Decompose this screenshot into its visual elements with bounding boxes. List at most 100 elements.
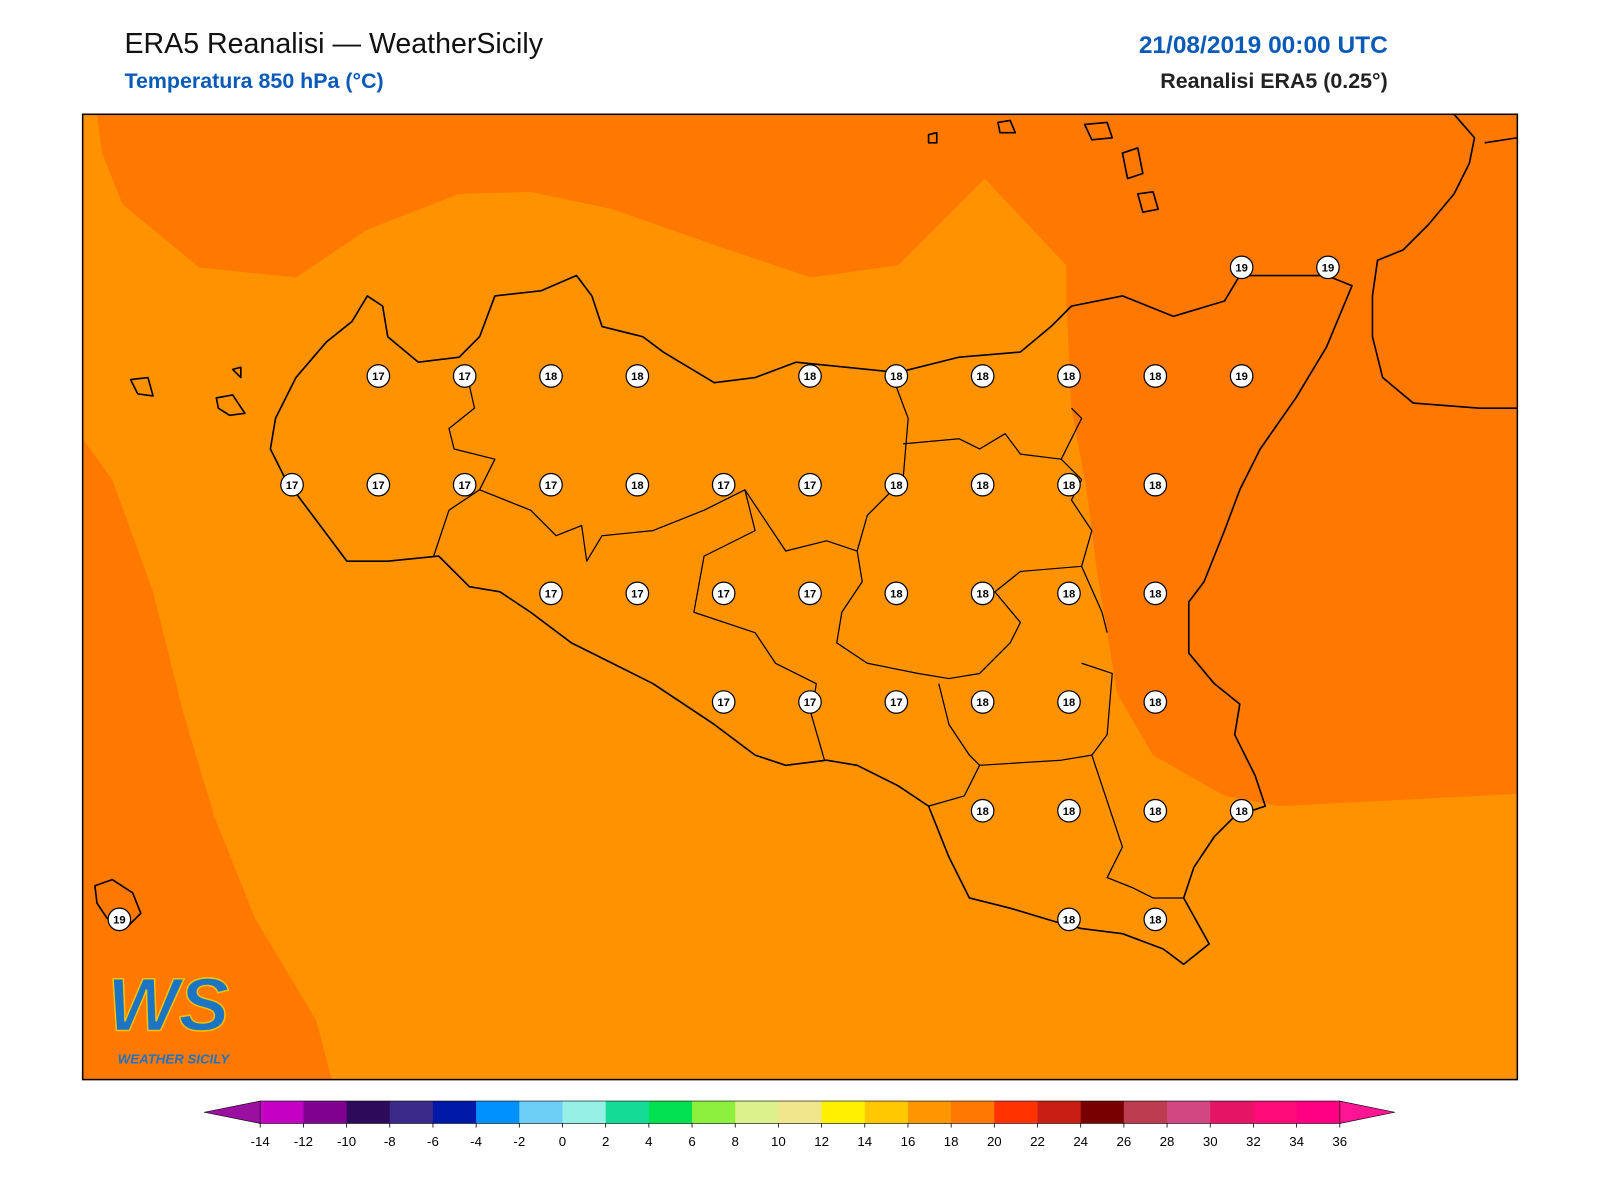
station-value: 17 bbox=[717, 480, 729, 492]
station-marker bbox=[1143, 690, 1168, 714]
field-dark bbox=[82, 438, 332, 1080]
datetime: 21/08/2019 00:00 UTC bbox=[1139, 32, 1388, 59]
station-marker bbox=[366, 472, 391, 497]
station-marker bbox=[970, 472, 995, 497]
colorbar-segment bbox=[907, 1101, 952, 1124]
station-value: 18 bbox=[1149, 480, 1161, 492]
colorbar: -14 -12 -10 -8 -6 -4 -2 0 2 4 6 8 10 12 14 16 18 20 22 24 26… bbox=[204, 1100, 1395, 1149]
colorbar-segment bbox=[864, 1101, 909, 1124]
colorbar-tick-label: 0 bbox=[559, 1134, 566, 1149]
station-marker bbox=[970, 798, 995, 823]
station-value: 18 bbox=[1063, 480, 1075, 492]
station-value: 17 bbox=[804, 697, 816, 709]
station-value: 19 bbox=[113, 914, 125, 926]
station-marker bbox=[1143, 581, 1168, 606]
station-value: 19 bbox=[1322, 262, 1334, 274]
colorbar-tick-label: 22 bbox=[1030, 1134, 1045, 1149]
station-value: 17 bbox=[717, 697, 729, 709]
station-marker bbox=[1143, 907, 1168, 932]
colorbar-segment bbox=[994, 1101, 1038, 1124]
station-marker bbox=[970, 581, 995, 606]
colorbar-segment bbox=[1210, 1101, 1254, 1124]
station-value: 18 bbox=[976, 806, 988, 818]
station-value: 18 bbox=[890, 371, 902, 383]
station-value: 18 bbox=[976, 371, 988, 383]
colorbar-tick-label: 30 bbox=[1203, 1134, 1218, 1149]
station-value: 18 bbox=[1149, 914, 1161, 926]
station-marker bbox=[798, 472, 822, 497]
pantelleria bbox=[94, 878, 142, 928]
colorbar-segment bbox=[476, 1101, 520, 1124]
station-marker bbox=[711, 581, 736, 606]
station-value: 18 bbox=[890, 588, 902, 600]
colorbar-segment bbox=[1123, 1101, 1168, 1124]
colorbar-tick-label: 6 bbox=[688, 1134, 695, 1149]
station-marker bbox=[798, 581, 822, 606]
colorbar-tick-label: 28 bbox=[1160, 1134, 1175, 1149]
station-value: 17 bbox=[372, 371, 384, 383]
colorbar-segment bbox=[1080, 1101, 1125, 1124]
colorbar-segment bbox=[951, 1101, 995, 1124]
map: 19 19 17 17 18 18 18 18 18 18 18 19 17 17 17 17 18 17 17 18… bbox=[81, 113, 1519, 1081]
colorbar-over bbox=[1339, 1100, 1395, 1124]
station-marker bbox=[1057, 690, 1081, 714]
station-marker bbox=[539, 472, 563, 497]
colorbar-segment bbox=[735, 1101, 779, 1124]
colorbar-tick-label: 34 bbox=[1289, 1134, 1304, 1149]
station-marker bbox=[1057, 907, 1081, 932]
colorbar-tick-label: -10 bbox=[337, 1134, 356, 1149]
station-value: 17 bbox=[458, 371, 470, 383]
station-marker bbox=[539, 364, 563, 388]
station-value: 18 bbox=[804, 371, 816, 383]
station-marker bbox=[1229, 798, 1254, 823]
colorbar-segment bbox=[432, 1101, 477, 1124]
station-value: 17 bbox=[804, 588, 816, 600]
station-marker bbox=[798, 690, 822, 714]
colorbar-tick-label: 26 bbox=[1117, 1134, 1132, 1149]
station-value: 18 bbox=[631, 371, 643, 383]
field-dark bbox=[96, 114, 1518, 807]
model-label: Reanalisi ERA5 (0.25°) bbox=[1160, 69, 1387, 93]
station-marker bbox=[1143, 798, 1168, 823]
colorbar-segment bbox=[519, 1101, 563, 1124]
colorbar-tick-label: 20 bbox=[987, 1134, 1002, 1149]
station-value: 17 bbox=[890, 697, 902, 709]
island bbox=[129, 119, 1159, 417]
station-value: 18 bbox=[1235, 806, 1247, 818]
station-marker bbox=[625, 364, 650, 388]
station-value: 17 bbox=[804, 480, 816, 492]
station-value: 18 bbox=[1149, 371, 1161, 383]
station-value: 17 bbox=[631, 588, 643, 600]
station-marker bbox=[452, 472, 477, 497]
station-value: 17 bbox=[545, 480, 557, 492]
station-marker bbox=[711, 472, 736, 497]
colorbar-segment bbox=[692, 1101, 736, 1124]
colorbar-segment bbox=[389, 1101, 434, 1124]
station-marker bbox=[452, 364, 477, 388]
station-marker bbox=[970, 364, 995, 388]
station-value: 17 bbox=[458, 480, 470, 492]
station-marker bbox=[884, 690, 909, 714]
station-value: 17 bbox=[545, 588, 557, 600]
station-marker bbox=[280, 472, 304, 497]
station-value: 18 bbox=[890, 480, 902, 492]
station-value: 18 bbox=[976, 480, 988, 492]
station-value: 18 bbox=[1063, 588, 1075, 600]
colorbar-frame bbox=[259, 1100, 1341, 1124]
colorbar-tick-label: 32 bbox=[1246, 1134, 1261, 1149]
station-value: 18 bbox=[1063, 697, 1075, 709]
province-border bbox=[433, 367, 1184, 899]
colorbar-tick-label: 12 bbox=[814, 1134, 829, 1149]
colorbar-segment bbox=[1167, 1101, 1211, 1124]
station-value: 18 bbox=[1063, 371, 1075, 383]
colorbar-segment bbox=[260, 1101, 304, 1124]
title: ERA5 Reanalisi — WeatherSicily bbox=[124, 28, 543, 60]
colorbar-segment bbox=[346, 1101, 391, 1124]
station-marker bbox=[366, 364, 391, 388]
colorbar-tick-label: 2 bbox=[602, 1134, 609, 1149]
station-value: 18 bbox=[1149, 697, 1161, 709]
colorbar-segment bbox=[1296, 1101, 1341, 1124]
station-marker bbox=[711, 690, 736, 714]
station-marker bbox=[884, 472, 909, 497]
